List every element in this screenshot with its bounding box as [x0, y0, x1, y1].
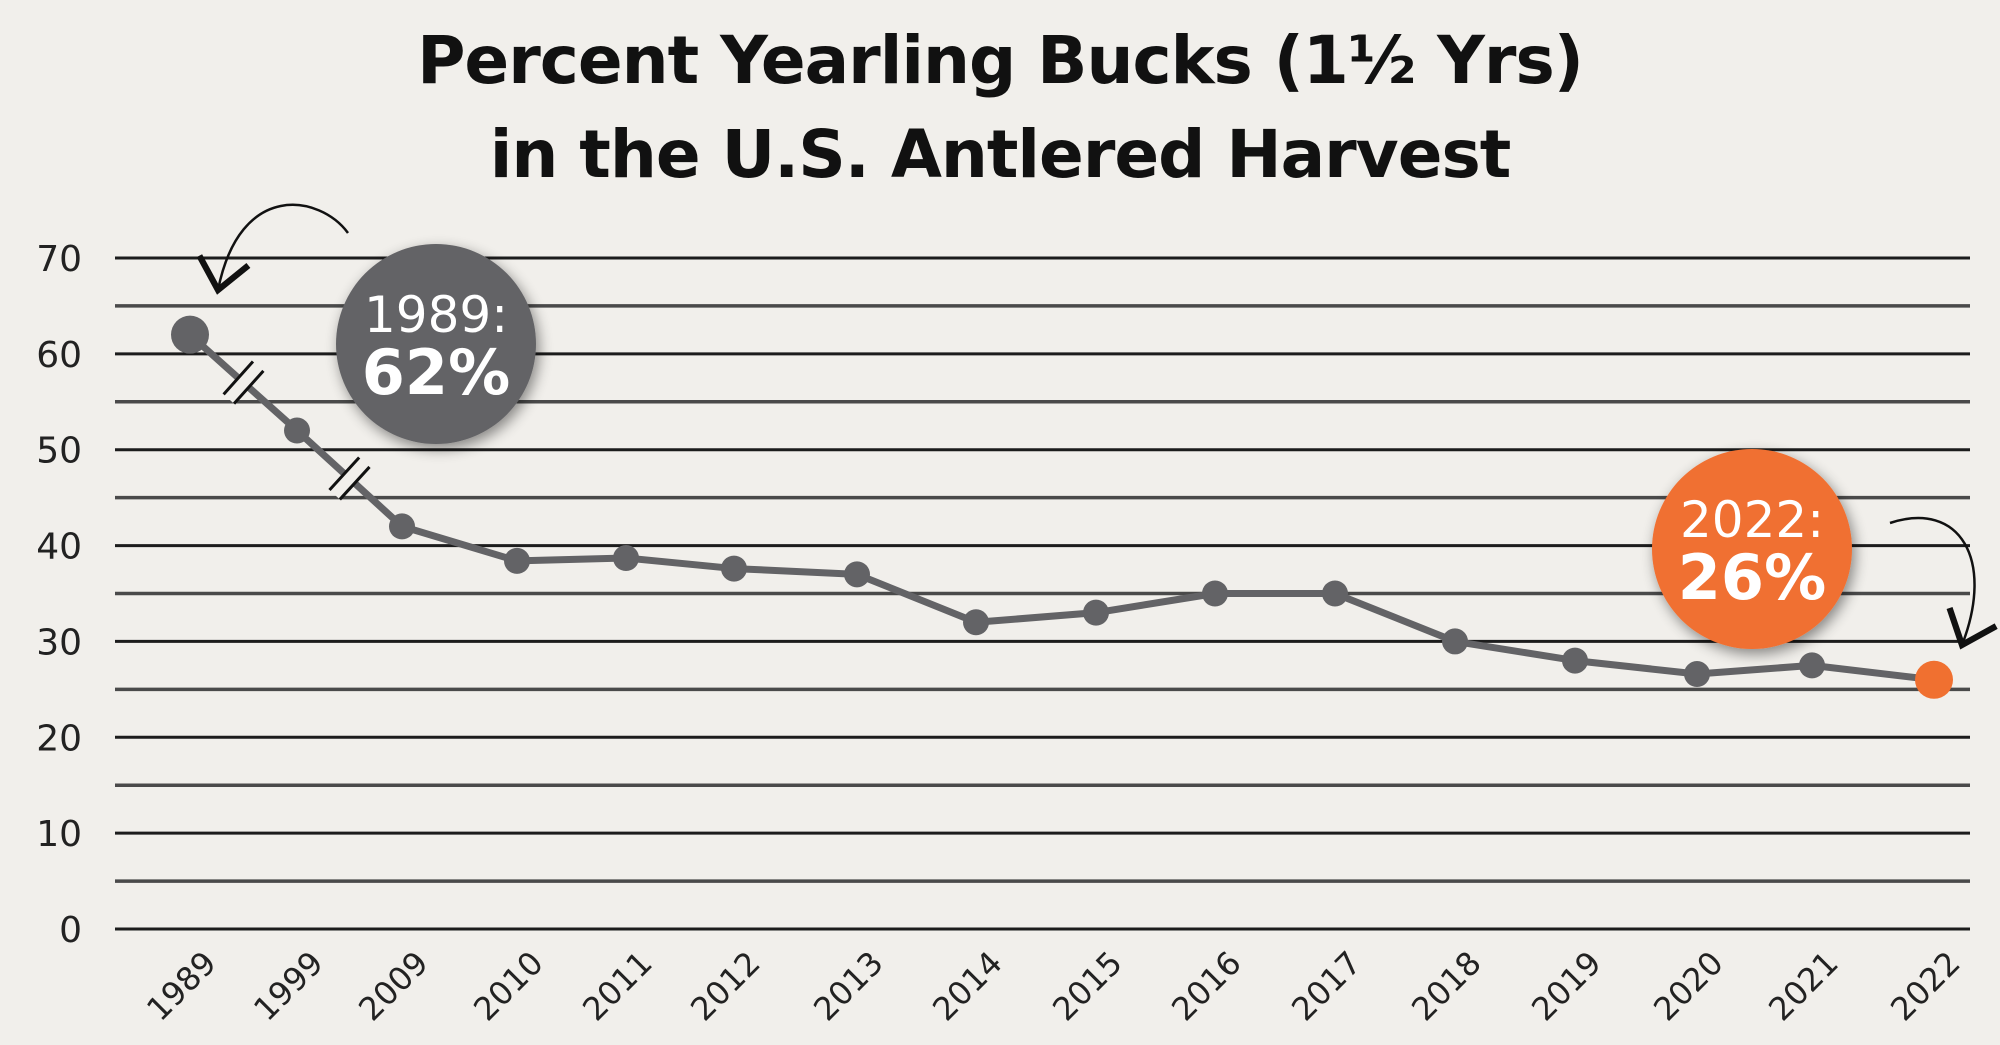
data-point — [1684, 661, 1710, 688]
y-tick-label: 20 — [36, 718, 82, 759]
x-tick-label: 2011 — [575, 944, 659, 1028]
callout-value: 26% — [1678, 541, 1826, 614]
y-tick-label: 30 — [36, 622, 82, 663]
highlight-point — [1915, 660, 1953, 699]
callout-bubble — [336, 244, 536, 444]
callout-year: 1989: — [364, 286, 508, 344]
callout-value: 62% — [362, 336, 510, 409]
x-tick-label: 2009 — [351, 944, 435, 1028]
x-tick-label: 2012 — [683, 944, 767, 1028]
x-tick-label: 2014 — [925, 944, 1009, 1028]
data-point — [613, 545, 639, 572]
x-tick-label: 1989 — [139, 944, 223, 1028]
x-tick-label: 2016 — [1164, 944, 1248, 1028]
data-point — [963, 609, 989, 636]
x-tick-label: 2010 — [466, 944, 550, 1028]
x-tick-label: 1999 — [246, 944, 330, 1028]
callout-year: 2022: — [1680, 491, 1824, 549]
x-tick-label: 2019 — [1524, 944, 1608, 1028]
callout-2022: 2022:26% — [1652, 449, 1852, 649]
x-tick-label: 2013 — [806, 944, 890, 1028]
data-point — [389, 513, 415, 540]
chart-title-line-1: Percent Yearling Bucks (1½ Yrs) — [417, 22, 1584, 99]
callout-annotations: 1989:62% 2022:26% — [196, 203, 1998, 650]
data-point — [844, 561, 870, 588]
axis-break-icon — [222, 360, 265, 405]
y-tick-label: 10 — [36, 814, 82, 855]
data-point — [1562, 647, 1588, 674]
x-tick-label: 2018 — [1404, 944, 1488, 1028]
data-point — [1322, 580, 1348, 607]
data-point — [171, 315, 209, 354]
y-tick-label: 70 — [36, 239, 82, 280]
y-tick-label: 0 — [59, 910, 82, 951]
chart-title-line-2: in the U.S. Antlered Harvest — [489, 116, 1512, 193]
series-line — [187, 332, 1935, 684]
x-tick-label: 2020 — [1646, 944, 1730, 1028]
chart-title: Percent Yearling Bucks (1½ Yrs) in the U… — [0, 14, 2000, 202]
data-point — [1442, 628, 1468, 655]
axis-break-icon — [328, 456, 371, 501]
x-tick-label: 2017 — [1284, 944, 1368, 1028]
y-axis: 0 10 20 30 40 50 60 70 — [36, 239, 82, 951]
x-axis: 1989 1999 2009 2010 2011 2012 2013 2014 2015 2016… — [139, 944, 1967, 1028]
data-point — [504, 547, 530, 574]
callout-bubble — [1652, 449, 1852, 649]
arrow-icon — [196, 203, 350, 295]
y-tick-label: 60 — [36, 335, 82, 376]
data-point — [1799, 652, 1825, 679]
x-tick-label: 2021 — [1761, 944, 1845, 1028]
x-tick-label: 2015 — [1045, 944, 1129, 1028]
data-point — [1202, 580, 1228, 607]
data-point — [721, 555, 747, 582]
data-point — [1083, 599, 1109, 626]
x-tick-label: 2022 — [1883, 944, 1967, 1028]
axis-break-markers — [222, 360, 371, 501]
y-tick-label: 50 — [36, 431, 82, 472]
data-series — [171, 315, 1953, 699]
data-point — [284, 417, 310, 444]
callout-1989: 1989:62% — [336, 244, 536, 444]
arrow-icon — [1889, 516, 1998, 650]
y-tick-label: 40 — [36, 527, 82, 568]
